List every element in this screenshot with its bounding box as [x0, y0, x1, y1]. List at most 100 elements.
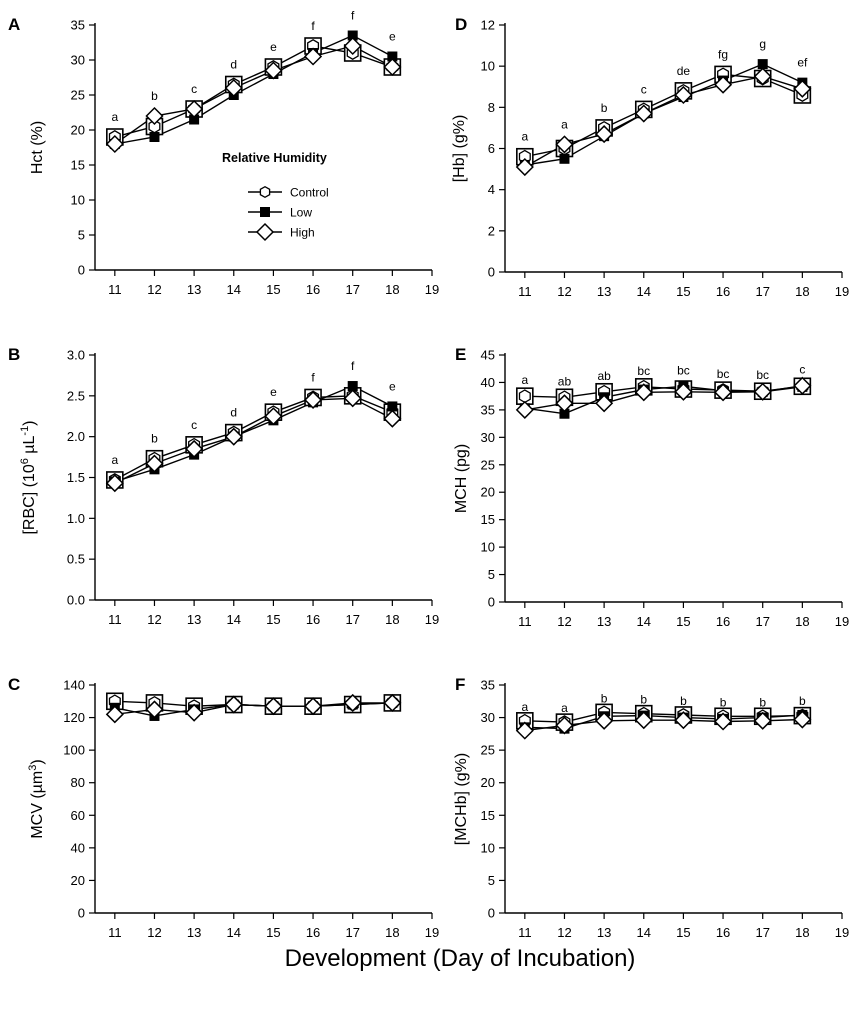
data-point-high	[383, 409, 402, 428]
y-tick-label: 2	[488, 223, 495, 238]
significance-label: a	[111, 453, 118, 467]
data-point-high	[105, 705, 124, 724]
panel-f: F 0 5 10 15 20 25 30 35 11 12 13 14 15 16 17 18 19 [MCHb] …	[453, 675, 849, 940]
y-axis-label-d: [Hb] (g%)	[451, 115, 468, 183]
x-tick-label: 18	[385, 612, 399, 627]
y-tick-label: 1.0	[67, 511, 85, 526]
significance-label: e	[270, 385, 277, 399]
x-tick-label: 14	[637, 614, 651, 629]
significance-label: ef	[797, 56, 808, 70]
x-tick-label: 16	[716, 284, 730, 299]
x-tick-label: 15	[266, 925, 280, 940]
x-tick-label: 19	[425, 925, 439, 940]
significance-label: bc	[756, 368, 769, 382]
data-point-high	[753, 382, 772, 401]
y-tick-label: 10	[481, 840, 495, 855]
x-tick-label: 17	[345, 925, 359, 940]
x-tick-label: 16	[716, 925, 730, 940]
y-tick-label: 10	[71, 193, 85, 208]
x-tick-label: 15	[266, 612, 280, 627]
x-tick-label: 18	[795, 925, 809, 940]
data-point-high	[634, 104, 653, 123]
y-axis-label-c: MCV (µm3)	[27, 759, 46, 838]
data-point-high	[634, 711, 653, 730]
x-tick-label: 12	[557, 614, 571, 629]
significance-label: c	[641, 82, 647, 96]
legend-marker-control	[259, 185, 271, 199]
data-point-high	[674, 382, 693, 401]
data-point-low	[347, 381, 358, 392]
x-axis-title: Development (Day of Incubation)	[285, 945, 636, 972]
y-tick-label: 30	[481, 710, 495, 725]
x-tick-label: 14	[227, 612, 241, 627]
significance-label: de	[677, 64, 691, 78]
data-point-high	[595, 394, 614, 413]
y-tick-label: 5	[488, 567, 495, 582]
data-point-high	[634, 383, 653, 402]
significance-label: f	[351, 359, 355, 373]
x-tick-label: 15	[676, 925, 690, 940]
data-point-high	[145, 700, 164, 719]
x-tick-label: 11	[518, 284, 532, 299]
data-point-high	[753, 67, 772, 86]
y-tick-label: 4	[488, 182, 495, 197]
x-tick-label: 12	[557, 284, 571, 299]
y-tick-label: 25	[71, 88, 85, 103]
y-tick-label: 2.5	[67, 388, 85, 403]
data-point-high	[713, 712, 733, 731]
legend-label-low: Low	[290, 206, 312, 220]
x-tick-label: 12	[147, 612, 161, 627]
significance-label: bc	[677, 363, 690, 377]
y-tick-label: 3.0	[67, 348, 85, 363]
data-point-high	[383, 57, 402, 77]
y-tick-label: 15	[481, 808, 495, 823]
y-tick-label: 12	[481, 18, 495, 33]
x-tick-label: 13	[597, 284, 611, 299]
x-tick-label: 18	[385, 925, 399, 940]
data-point-high	[713, 75, 733, 94]
significance-label: f	[311, 370, 315, 384]
legend-label-control: Control	[290, 186, 329, 200]
panel-letter-e: E	[455, 345, 466, 364]
x-tick-label: 18	[385, 282, 399, 297]
significance-label: f	[311, 19, 315, 33]
y-axis-label-e: MCH (pg)	[453, 444, 470, 513]
legend: Relative Humidity Control Low High	[222, 151, 329, 242]
y-tick-label: 140	[63, 678, 85, 693]
x-tick-label: 16	[306, 282, 320, 297]
x-tick-label: 13	[597, 614, 611, 629]
significance-label: b	[680, 694, 687, 708]
data-point-high	[224, 695, 243, 714]
data-point-high	[264, 61, 283, 80]
significance-label: e	[389, 30, 396, 44]
panel-a: A 0 5 10 15 20 25 30 35 11 12 13 14 15 16 17 18 19 Hct (%)…	[8, 9, 439, 298]
x-tick-label: 12	[147, 925, 161, 940]
panel-letter-c: C	[8, 675, 20, 694]
data-point-high	[105, 474, 124, 493]
x-tick-label: 14	[637, 284, 651, 299]
data-point-high	[185, 439, 204, 458]
data-point-high	[674, 85, 693, 105]
significance-label: a	[521, 373, 528, 387]
data-point-high	[303, 390, 323, 409]
y-tick-label: 120	[63, 710, 85, 725]
y-tick-label: 100	[63, 743, 85, 758]
data-point-high	[303, 697, 323, 716]
y-tick-label: 0	[488, 265, 495, 280]
y-tick-label: 35	[481, 402, 495, 417]
significance-label: b	[601, 691, 608, 705]
y-axis-label-b: [RBC] (106 µL-1)	[19, 420, 38, 534]
data-point-high	[793, 710, 812, 729]
significance-label: a	[521, 700, 528, 714]
panel-letter-d: D	[455, 15, 467, 34]
x-tick-label: 12	[147, 282, 161, 297]
y-tick-label: 0	[488, 595, 495, 610]
data-point-high	[753, 711, 772, 730]
x-tick-label: 19	[425, 612, 439, 627]
y-tick-label: 35	[71, 18, 85, 33]
x-tick-label: 19	[835, 925, 849, 940]
y-tick-label: 10	[481, 540, 495, 555]
x-tick-label: 15	[676, 614, 690, 629]
significance-label: f	[351, 9, 355, 23]
y-tick-label: 80	[71, 775, 85, 790]
